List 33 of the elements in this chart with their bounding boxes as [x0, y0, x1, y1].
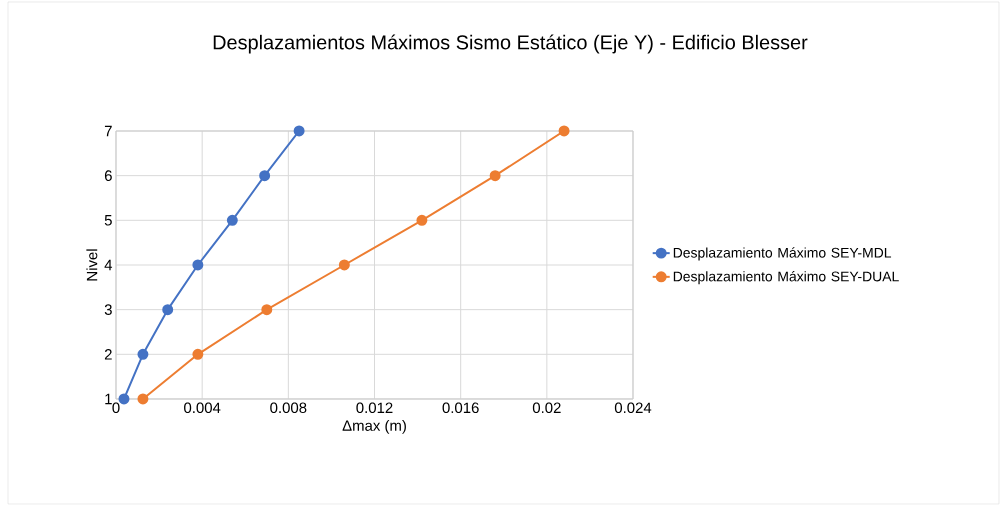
point	[118, 393, 130, 405]
x-tick-label: 0	[112, 402, 120, 414]
point	[261, 304, 273, 316]
point	[137, 348, 149, 360]
legend-label: Desplazamiento Máximo SEY-DUAL	[673, 270, 899, 285]
x-tick-label: 0.008	[270, 402, 307, 414]
point	[226, 214, 238, 226]
legend-label: Desplazamiento Máximo SEY-MDL	[673, 247, 892, 261]
point	[293, 125, 305, 137]
point	[192, 348, 204, 360]
point	[259, 170, 271, 182]
y-tick-label: 6	[104, 170, 112, 181]
y-tick-label: 1	[105, 393, 112, 405]
x-tick-label: 0.016	[442, 402, 479, 414]
x-axis-title: Δmax (m)	[342, 419, 406, 434]
point	[489, 170, 501, 182]
y-axis-title: Nivel	[86, 249, 98, 281]
x-tick-label: 0.024	[614, 402, 652, 414]
chart-title: Desplazamientos Máximos Sismo Estático (Eje Y) - Edificio Blesser	[213, 34, 808, 54]
x-tick-label: 0.02	[532, 402, 561, 414]
y-tick-label: 5	[104, 215, 112, 226]
point	[137, 393, 149, 405]
y-tick-label: 4	[104, 259, 113, 271]
point	[416, 214, 428, 226]
point	[192, 259, 204, 271]
point	[162, 304, 174, 316]
x-tick-label: 0.012	[356, 402, 393, 414]
x-tick-label: 0.004	[184, 402, 221, 414]
y-tick-label: 3	[104, 304, 112, 315]
y-tick-label: 7	[104, 125, 112, 137]
point	[338, 259, 350, 271]
y-tick-label: 2	[104, 349, 112, 360]
point	[558, 125, 570, 137]
